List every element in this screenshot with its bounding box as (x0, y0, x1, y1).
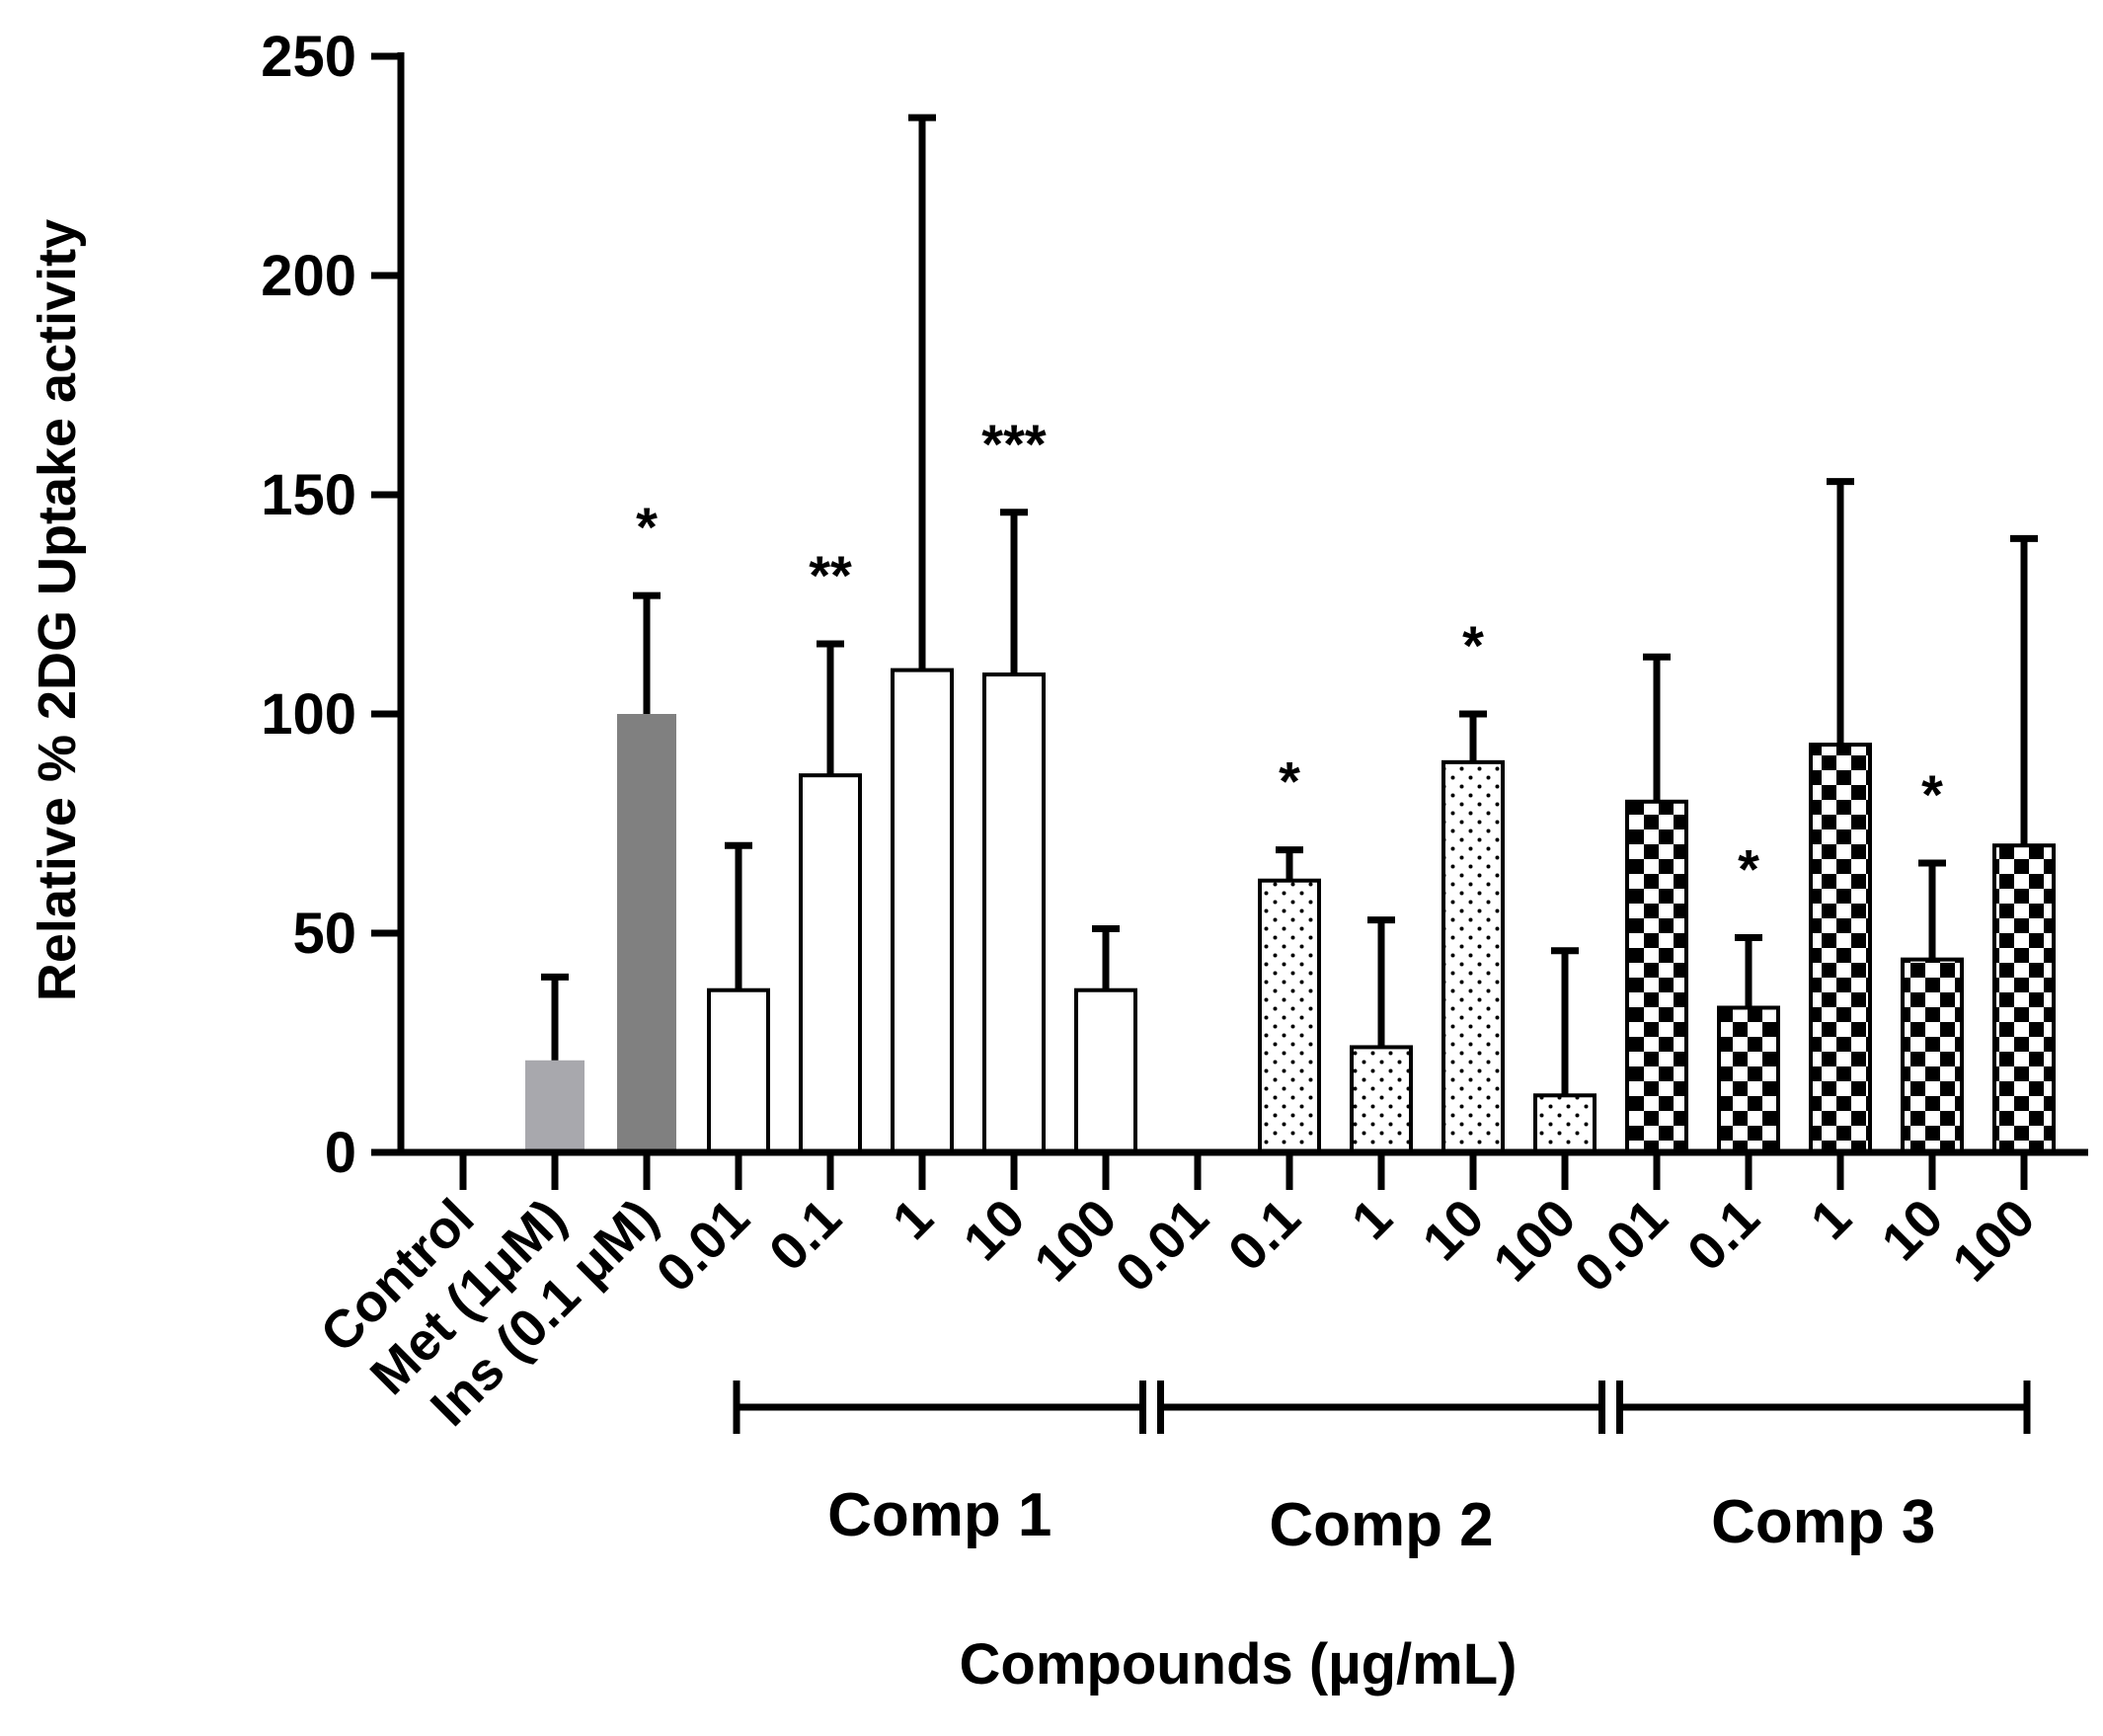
axes-layer (371, 52, 2088, 1190)
bar[interactable] (1350, 1045, 1413, 1154)
bar[interactable] (891, 668, 954, 1154)
significance-marker: * (1279, 750, 1300, 813)
bar[interactable] (1717, 1005, 1780, 1154)
x-tick-label: 0.1 (1217, 1188, 1312, 1283)
x-tick-label: 100 (1482, 1188, 1587, 1293)
significance-marker: ** (809, 544, 852, 606)
x-axis-label: Compounds (µg/mL) (960, 1632, 1518, 1697)
x-tick-label: 0.01 (1105, 1188, 1220, 1303)
bar[interactable] (1992, 843, 2056, 1154)
x-tick-label: 0.1 (1676, 1188, 1771, 1283)
bar[interactable] (1901, 957, 1964, 1155)
bar[interactable] (1625, 799, 1688, 1154)
group-label: Comp 2 (1269, 1491, 1493, 1559)
bar[interactable] (617, 714, 676, 1152)
significance-marker: * (1462, 614, 1484, 676)
x-tick-label: 1 (1341, 1188, 1404, 1251)
x-tick-label: 100 (1941, 1188, 2046, 1293)
bar[interactable] (1258, 878, 1321, 1154)
x-tick-label: 1 (1800, 1188, 1863, 1251)
bar[interactable] (1809, 743, 1872, 1155)
y-tick-label: 100 (261, 682, 356, 747)
x-tick-label: 0.01 (1564, 1188, 1679, 1303)
x-tick-label: 0.1 (758, 1188, 853, 1283)
y-tick-label: 250 (261, 25, 356, 89)
x-tick-label: 0.01 (646, 1188, 761, 1303)
bar[interactable] (799, 773, 862, 1154)
bar[interactable] (1441, 759, 1505, 1155)
significance-marker: * (636, 496, 658, 558)
x-tick-label: 10 (1871, 1188, 1955, 1272)
y-axis-label: Relative % 2DG Uptake activity (28, 219, 87, 1001)
group-label: Comp 3 (1711, 1488, 1935, 1556)
bar[interactable] (525, 1060, 584, 1152)
y-tick-label: 0 (325, 1121, 356, 1185)
y-tick-labels: 0 50 100 150 200 250 (261, 25, 356, 1185)
significance-marker: * (1738, 837, 1759, 900)
x-tick-label: 10 (953, 1188, 1037, 1272)
x-tick-label: 1 (882, 1188, 945, 1251)
bars-layer: ********** (525, 114, 2056, 1155)
group-label: Comp 1 (827, 1481, 1052, 1549)
bar[interactable] (982, 672, 1046, 1154)
y-tick-label: 150 (261, 463, 356, 527)
x-tick-label: 100 (1023, 1188, 1128, 1293)
x-tick-label: 10 (1412, 1188, 1496, 1272)
y-tick-label: 200 (261, 244, 356, 308)
bar[interactable] (1533, 1093, 1597, 1155)
group-brackets: Comp 1 Comp 2 Comp 3 (733, 1381, 2031, 1559)
significance-marker: *** (981, 413, 1047, 475)
y-tick-label: 50 (292, 902, 356, 966)
bar[interactable] (707, 987, 770, 1154)
bar[interactable] (1074, 987, 1137, 1154)
significance-marker: * (1921, 763, 1943, 826)
